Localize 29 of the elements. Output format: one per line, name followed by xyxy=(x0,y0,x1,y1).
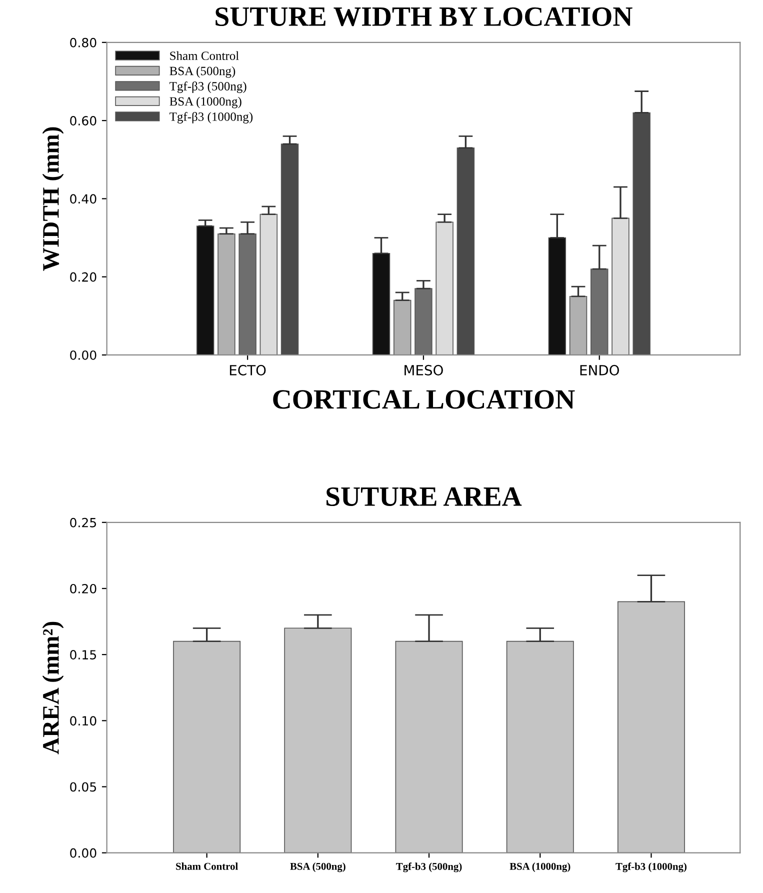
chart-title: SUTURE WIDTH BY LOCATION xyxy=(216,7,632,26)
y-tick-label: 0.20 xyxy=(70,584,96,594)
y-tick-label: 0.00 xyxy=(70,350,96,360)
y-tick-label: 0.15 xyxy=(70,650,96,660)
x-axis-title: CORTICAL LOCATION xyxy=(273,390,575,409)
y-tick-label: 0.05 xyxy=(70,782,96,792)
legend-label: BSA (500ng) xyxy=(170,66,236,78)
y-tick-label: 0.60 xyxy=(70,116,96,126)
x-tick-label: BSA (1000ng) xyxy=(510,862,570,872)
y-axis-title: WIDTH (mm) xyxy=(42,127,64,271)
x-tick-label: Tgf-b3 (1000ng) xyxy=(616,862,687,872)
legend-label: Sham Control xyxy=(170,51,239,60)
y-tick-label: 0.25 xyxy=(70,518,96,528)
legend-label: Tgf-β3 (500ng) xyxy=(170,82,246,94)
legend-label: Tgf-β3 (1000ng) xyxy=(170,112,253,124)
y-axis-title: AREA (mm²) xyxy=(42,622,64,754)
y-tick-label: 0.20 xyxy=(70,272,96,282)
legend-label: BSA (1000ng) xyxy=(170,96,242,108)
x-tick-label: ECTO xyxy=(230,364,266,376)
x-tick-label: Tgf-b3 (500ng) xyxy=(396,862,462,872)
y-tick-label: 0.40 xyxy=(70,194,96,204)
y-tick-label: 0.80 xyxy=(70,38,96,48)
y-tick-label: 0.10 xyxy=(70,716,96,726)
y-tick-label: 0.00 xyxy=(70,848,96,858)
chart-title: SUTURE AREA xyxy=(326,487,522,506)
x-tick-label: BSA (500ng) xyxy=(290,862,346,872)
x-tick-label: MESO xyxy=(404,364,443,376)
x-tick-label: ENDO xyxy=(580,364,619,376)
x-tick-label: Sham Control xyxy=(176,862,238,870)
